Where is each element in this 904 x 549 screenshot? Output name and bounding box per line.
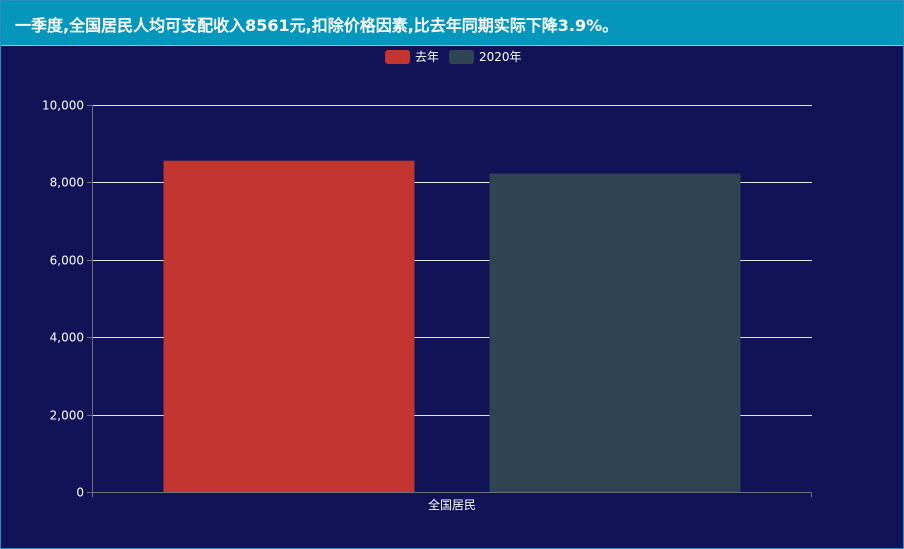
bar-layer [163,160,741,492]
chart-title: 一季度,全国居民人均可支配收入8561元,扣除价格因素,比去年同期实际下降3.9… [15,16,619,35]
y-tick-label: 6,000 [50,254,84,268]
y-tick-label: 4,000 [50,331,84,345]
legend-label-2020: 2020年 [479,50,522,64]
y-tick-label: 2,000 [50,409,84,423]
y-tick-label: 10,000 [42,99,84,113]
x-tick-label: 全国居民 [428,497,476,512]
legend-swatch-2020 [449,50,474,64]
label-layer: 0 2,000 4,000 6,000 8,000 10,000 全国居民 [42,99,476,513]
legend-label-last-year: 去年 [415,50,440,64]
legend: 去年 2020年 [1,49,903,65]
grid-layer [92,105,812,416]
y-tick-label: 0 [76,486,84,500]
bar-last-year [163,160,415,492]
title-bar: 一季度,全国居民人均可支配收入8561元,扣除价格因素,比去年同期实际下降3.9… [1,1,903,46]
y-tick-label: 8,000 [50,176,84,190]
bar-2020 [489,173,741,492]
axis-layer [87,105,812,497]
legend-swatch-last-year [385,50,410,64]
